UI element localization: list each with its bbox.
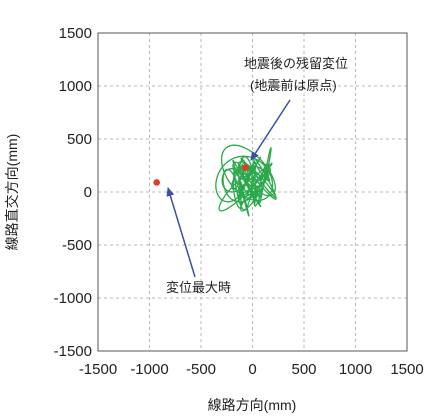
x-tick-label: 0 [248,361,256,378]
trajectory-series [215,144,277,217]
marker-points [153,164,249,186]
y-tick-label: 500 [67,131,92,148]
y-tick-label: -1000 [54,290,92,307]
x-tick-label: 1500 [390,361,423,378]
y-axis-title: 線路直交方向(mm) [4,134,20,251]
annotation-max-displacement: 変位最大時 [166,280,231,295]
y-tick-label: -500 [62,237,92,254]
y-tick-label: 1000 [59,78,92,95]
trajectory-path [215,144,277,217]
y-tick-labels: 1500 1000 500 0 -500 -1000 -1500 [54,25,92,360]
plot-frame [97,32,408,352]
y-tick-label: 1500 [59,25,92,42]
arrow-max-displacement [166,187,196,278]
max-displacement-point [153,179,161,186]
arrow-residual [250,99,291,161]
x-tick-label: -1000 [130,361,168,378]
grid-lines [98,33,407,351]
x-tick-label: 500 [291,361,316,378]
x-tick-label: -500 [186,361,216,378]
x-tick-labels: -1500 -1000 -500 0 500 1000 1500 [79,361,424,378]
annotation-residual-line1: 地震後の残留変位 [244,56,348,71]
annotation-residual-line2: (地震前は原点) [250,78,337,93]
y-tick-label: 0 [84,184,92,201]
x-axis-title: 線路方向(mm) [208,397,297,413]
x-tick-label: -1500 [79,361,117,378]
y-tick-label: -1500 [54,343,92,360]
x-tick-label: 1000 [339,361,372,378]
residual-displacement-point [241,164,249,171]
